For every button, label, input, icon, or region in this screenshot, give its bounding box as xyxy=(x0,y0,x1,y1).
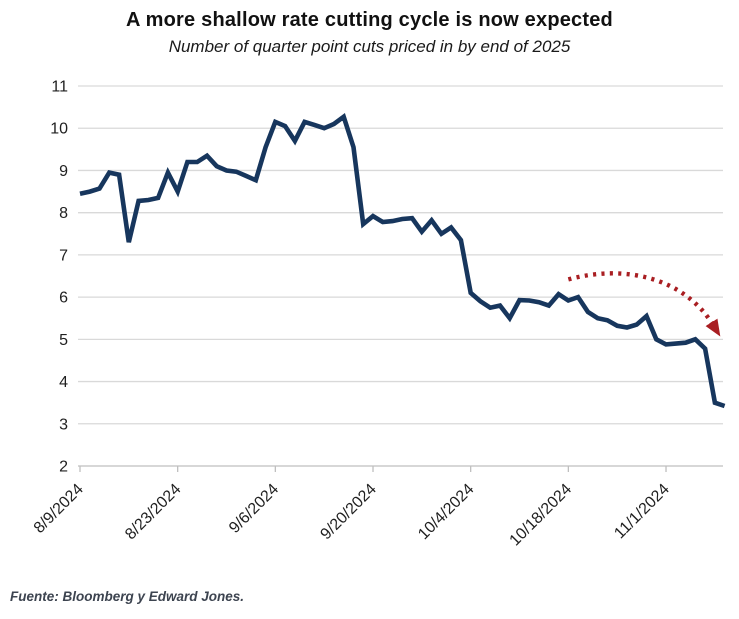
x-tick-label: 10/4/2024 xyxy=(415,481,477,543)
y-tick-label: 6 xyxy=(59,290,68,307)
x-tick-label: 9/20/2024 xyxy=(317,481,379,543)
y-tick-label: 8 xyxy=(59,205,68,222)
y-tick-label: 11 xyxy=(51,79,68,96)
x-tick-label: 11/1/2024 xyxy=(611,481,673,543)
x-tick-label: 8/9/2024 xyxy=(31,481,87,537)
trend-arrow-annotation xyxy=(567,271,721,337)
chart-subtitle: Number of quarter point cuts priced in b… xyxy=(168,37,571,56)
x-tick-label: 9/6/2024 xyxy=(226,481,282,537)
y-tick-label: 3 xyxy=(59,416,68,433)
x-axis-ticks xyxy=(79,466,667,472)
rate-cuts-line-series xyxy=(79,113,726,409)
x-axis-tick-labels: 8/9/2024 8/23/2024 9/6/2024 9/20/2024 10/4/2… xyxy=(31,481,673,550)
y-gridlines xyxy=(78,85,723,467)
x-tick-label: 10/18/2024 xyxy=(507,481,576,550)
y-tick-label: 5 xyxy=(59,332,68,349)
y-tick-label: 2 xyxy=(59,459,68,476)
y-tick-label: 9 xyxy=(59,163,68,180)
y-tick-label: 7 xyxy=(59,247,68,264)
chart-title: A more shallow rate cutting cycle is now… xyxy=(126,9,613,31)
x-tick-label: 8/23/2024 xyxy=(122,481,184,543)
y-axis-tick-labels: 11 10 9 8 7 6 5 4 3 2 xyxy=(50,79,68,476)
source-note: Fuente: Bloomberg y Edward Jones. xyxy=(10,589,245,604)
y-tick-label: 4 xyxy=(59,374,68,391)
y-tick-label: 10 xyxy=(50,121,68,138)
